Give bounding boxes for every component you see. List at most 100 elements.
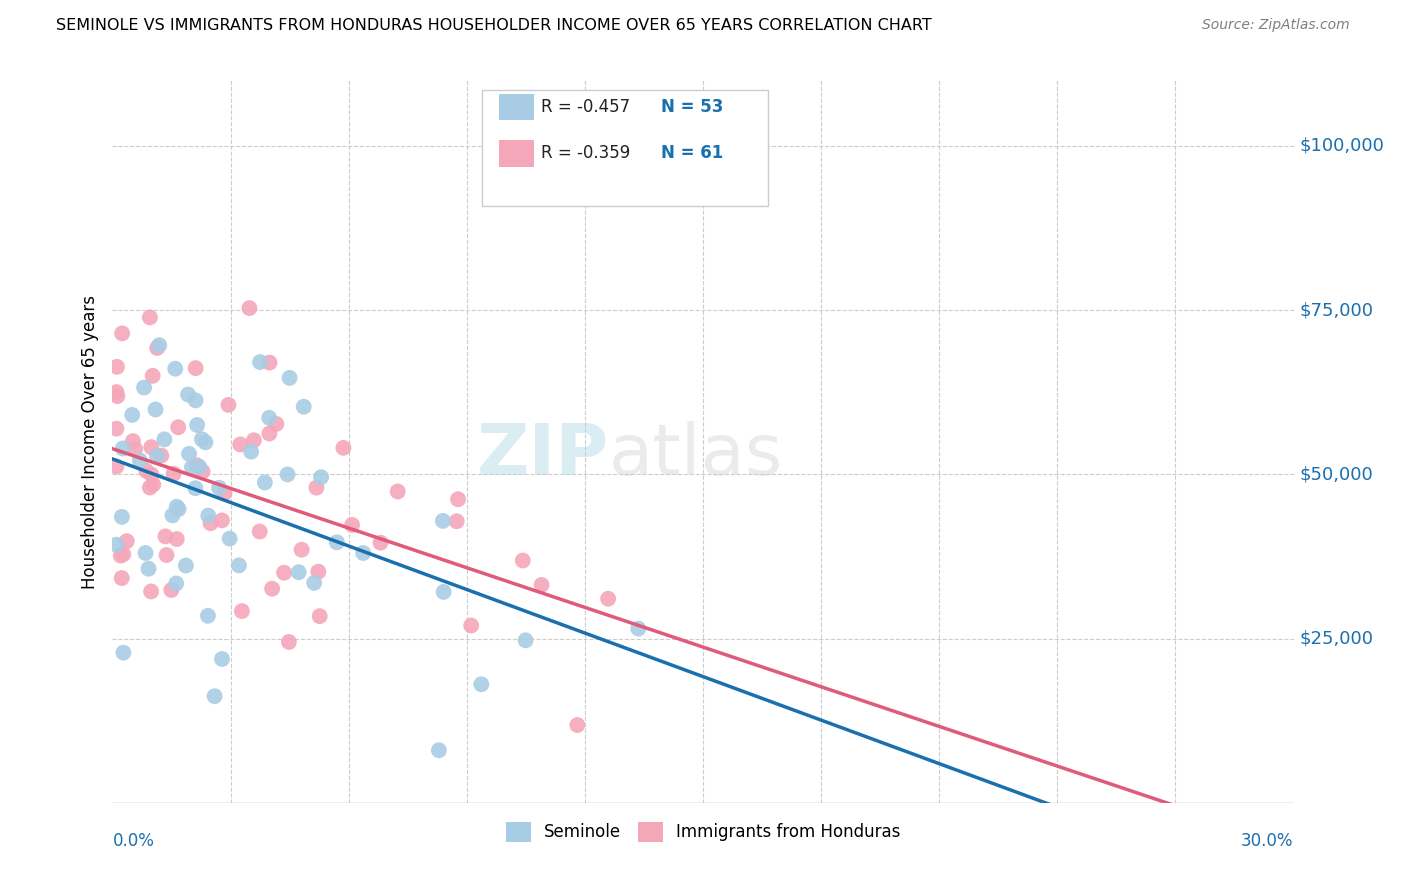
Point: [177, 387, 200, 401]
Point: [432, 514, 454, 528]
Point: [160, 582, 183, 597]
Text: R = -0.457: R = -0.457: [541, 98, 630, 116]
Point: [174, 558, 197, 573]
Point: [186, 458, 208, 473]
Point: [167, 420, 190, 434]
Point: [105, 538, 128, 552]
Point: [111, 571, 134, 585]
Point: [129, 453, 152, 467]
Point: [191, 465, 214, 479]
Point: [112, 646, 135, 660]
Text: ZIP: ZIP: [477, 422, 609, 491]
Point: [370, 535, 392, 549]
Point: [249, 355, 271, 369]
Point: [141, 440, 163, 454]
Point: [146, 449, 169, 463]
Point: [231, 604, 253, 618]
Point: [197, 508, 219, 523]
Text: $50,000: $50,000: [1299, 466, 1374, 483]
Point: [302, 575, 325, 590]
Point: [515, 633, 537, 648]
Point: [278, 371, 301, 385]
Point: [165, 576, 187, 591]
Point: [243, 434, 266, 448]
Text: SEMINOLE VS IMMIGRANTS FROM HONDURAS HOUSEHOLDER INCOME OVER 65 YEARS CORRELATIO: SEMINOLE VS IMMIGRANTS FROM HONDURAS HOU…: [56, 18, 932, 33]
Point: [155, 529, 177, 543]
Point: [460, 618, 482, 632]
Point: [326, 535, 349, 549]
Text: N = 61: N = 61: [661, 145, 723, 162]
Point: [186, 417, 208, 432]
Point: [184, 481, 207, 495]
Point: [352, 546, 374, 560]
Point: [184, 361, 207, 376]
Y-axis label: Householder Income Over 65 years: Householder Income Over 65 years: [80, 294, 98, 589]
Point: [446, 514, 468, 528]
Text: N = 53: N = 53: [661, 98, 723, 116]
Point: [627, 622, 650, 636]
Text: atlas: atlas: [609, 422, 783, 491]
Point: [122, 434, 145, 449]
Point: [240, 444, 263, 458]
Point: [208, 481, 231, 495]
Point: [135, 464, 157, 478]
Point: [287, 566, 309, 580]
Point: [142, 368, 165, 383]
Point: [167, 502, 190, 516]
Point: [259, 355, 281, 369]
Point: [105, 359, 128, 374]
Point: [340, 517, 363, 532]
Point: [218, 532, 240, 546]
Point: [259, 426, 281, 441]
Text: 30.0%: 30.0%: [1241, 831, 1294, 850]
Point: [214, 486, 236, 500]
Point: [105, 385, 128, 400]
Point: [148, 338, 170, 352]
Point: [598, 591, 620, 606]
Point: [121, 408, 143, 422]
Point: [135, 546, 157, 560]
Point: [217, 398, 239, 412]
Point: [111, 326, 134, 341]
Point: [291, 542, 314, 557]
Point: [530, 578, 553, 592]
Text: $25,000: $25,000: [1299, 630, 1374, 648]
Point: [266, 417, 288, 431]
Point: [184, 393, 207, 408]
Point: [105, 422, 128, 436]
Point: [181, 460, 204, 475]
Point: [249, 524, 271, 539]
Point: [153, 433, 176, 447]
Point: [427, 743, 450, 757]
Point: [162, 508, 184, 523]
Text: R = -0.359: R = -0.359: [541, 145, 630, 162]
Point: [262, 582, 284, 596]
Point: [105, 459, 128, 474]
Point: [253, 475, 276, 490]
Point: [194, 435, 217, 450]
Point: [112, 547, 135, 561]
Point: [277, 467, 299, 482]
Point: [307, 565, 329, 579]
Text: $75,000: $75,000: [1299, 301, 1374, 319]
Point: [146, 341, 169, 355]
Point: [177, 447, 200, 461]
Point: [447, 492, 470, 507]
Point: [470, 677, 492, 691]
Point: [308, 609, 330, 624]
Legend: Seminole, Immigrants from Honduras: Seminole, Immigrants from Honduras: [499, 815, 907, 848]
Point: [105, 389, 128, 403]
Point: [150, 449, 173, 463]
Point: [191, 432, 214, 446]
Point: [512, 553, 534, 567]
Point: [162, 467, 184, 481]
Text: $100,000: $100,000: [1299, 137, 1385, 155]
Point: [204, 690, 226, 704]
Point: [567, 718, 589, 732]
Point: [139, 481, 162, 495]
Point: [228, 558, 250, 573]
Point: [188, 459, 211, 474]
Point: [141, 467, 163, 482]
Point: [115, 534, 138, 549]
Point: [197, 608, 219, 623]
